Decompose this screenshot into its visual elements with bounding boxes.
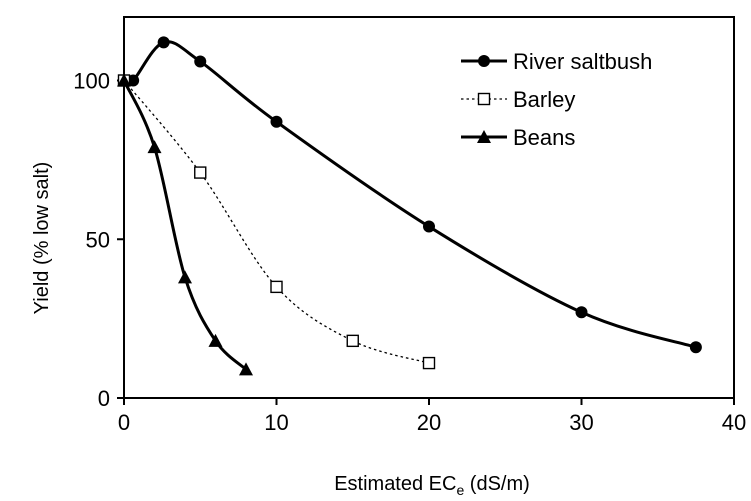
data-point-beans — [178, 270, 192, 284]
series-river-saltbush — [118, 36, 702, 354]
legend-item-barley: Barley — [461, 87, 575, 112]
y-tick-label: 0 — [98, 386, 110, 411]
data-point-barley — [270, 280, 283, 294]
y-tick-label: 50 — [86, 227, 110, 252]
x-tick-label: 20 — [417, 410, 441, 435]
series-layer — [117, 36, 702, 376]
legend-label-beans: Beans — [513, 125, 575, 150]
legend-item-river-saltbush: River saltbush — [461, 49, 652, 74]
legend-marker-barley — [477, 92, 491, 106]
data-point-river-saltbush — [157, 36, 170, 49]
x-axis-title: Estimated ECe (dS/m) — [334, 473, 530, 498]
data-point-beans — [239, 362, 253, 376]
x-tick-label: 30 — [569, 410, 593, 435]
x-tick-label: 0 — [118, 410, 130, 435]
data-point-river-saltbush — [194, 55, 207, 68]
data-point-barley — [346, 334, 359, 348]
series-line-river-saltbush — [123, 40, 697, 349]
legend-item-beans: Beans — [461, 125, 575, 150]
legend: River saltbush Barley Beans — [461, 49, 652, 150]
legend-marker-river-saltbush — [478, 55, 490, 67]
series-line-beans — [122, 79, 248, 371]
data-point-beans — [117, 73, 131, 87]
x-tick-label: 40 — [722, 410, 746, 435]
series-beans — [117, 73, 253, 376]
data-point-beans — [208, 333, 223, 347]
data-point-barley — [422, 356, 436, 370]
data-point-river-saltbush — [423, 220, 435, 233]
plot-area: 0 10 20 30 40 0 50 100 — [73, 16, 746, 435]
x-tick-label: 10 — [264, 410, 288, 435]
legend-label-river-saltbush: River saltbush — [513, 49, 652, 74]
data-point-barley — [194, 166, 207, 179]
data-point-river-saltbush — [575, 306, 588, 319]
data-point-river-saltbush — [689, 341, 702, 354]
legend-marker-beans — [477, 130, 491, 143]
legend-label-barley: Barley — [513, 87, 575, 112]
data-point-beans — [147, 140, 162, 154]
y-axis-title: Yield (% low salt) — [31, 162, 53, 315]
y-tick-label: 100 — [73, 69, 110, 94]
data-point-river-saltbush — [270, 115, 283, 128]
